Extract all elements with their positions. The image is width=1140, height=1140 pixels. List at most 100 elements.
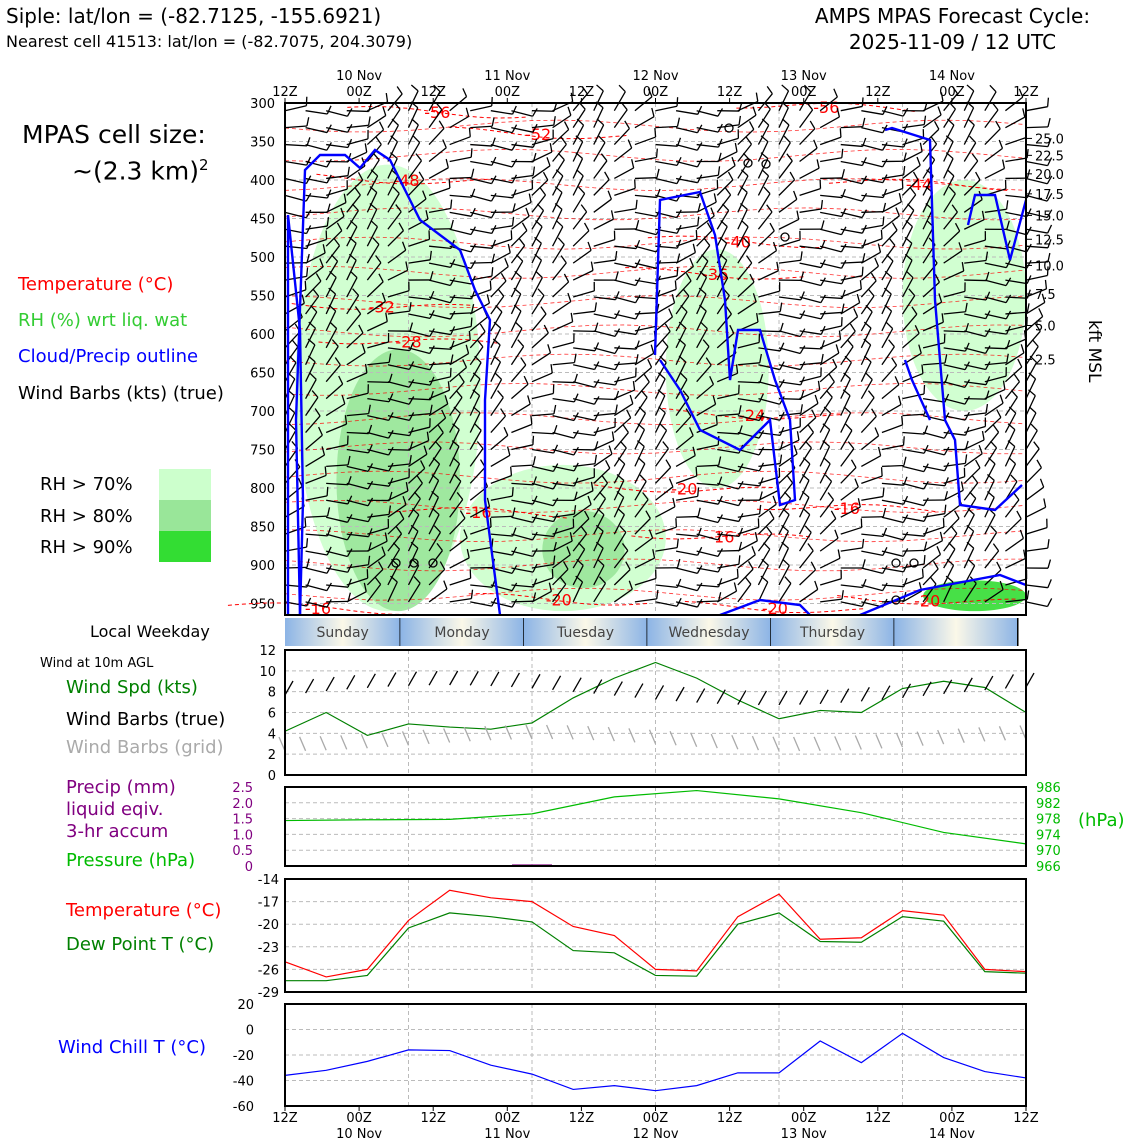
wind-barb-shaft (594, 314, 616, 319)
wind-barb-shaft (944, 416, 966, 421)
wind-barb-shaft (614, 92, 625, 111)
wind-barb-flag (883, 566, 887, 574)
wind-barb-flag (821, 295, 826, 303)
wind-barb (594, 210, 614, 229)
wind-barb-flag (993, 425, 998, 432)
wind-barb-flag (495, 373, 501, 379)
wind-barb-shaft (656, 178, 677, 183)
wind-barb-flag (801, 272, 804, 281)
wind-barb-flag (1014, 374, 1019, 381)
precip-tick-label: 2.5 (232, 781, 253, 796)
wind-barb-shaft (820, 178, 842, 179)
wind-barb-shaft (656, 413, 666, 433)
wind-barb-flag (883, 508, 885, 517)
wind-barb-flag (551, 364, 552, 373)
wind-barb-flag (347, 108, 352, 116)
wind-barb (882, 396, 901, 416)
wind-barb-flag (657, 169, 659, 178)
wind-barb-flag (1040, 479, 1043, 487)
wind-barb (470, 254, 494, 263)
wind-barb-flag (660, 424, 666, 430)
wind-barb-flag (595, 455, 596, 464)
wind-barb-flag (1011, 475, 1017, 482)
wind-barb (717, 172, 733, 195)
wind-barb (553, 333, 574, 348)
wind-barb-flag (944, 430, 949, 438)
wind-barb-flag (677, 267, 678, 276)
wind-barb-shaft (738, 192, 747, 212)
wind-barb-flag (494, 356, 501, 362)
wind-barb-flag (839, 331, 840, 340)
wind-barb-shaft (347, 111, 369, 112)
wind-barb-flag (737, 569, 738, 578)
wind-barb-flag (529, 194, 531, 203)
wind-barb (779, 211, 799, 230)
wind-barb-shaft (841, 162, 863, 166)
wind-barb-shaft (491, 145, 512, 151)
surface-barb-true (573, 678, 581, 692)
wind-barb-flag (574, 354, 576, 363)
wind-barb-shaft (491, 345, 500, 365)
wind-barb (841, 579, 866, 587)
wind-barb-flag (883, 143, 888, 151)
wind-barb-flag (1027, 590, 1028, 599)
wind-barb-shaft (779, 240, 800, 246)
wind-barb-flag (863, 559, 865, 568)
wind-barb-shaft (800, 570, 816, 585)
wind-barb-flag (741, 170, 748, 176)
bottom-time-label: 12Z (569, 1111, 595, 1126)
surface-barb-true (470, 671, 478, 685)
wind-barb-shaft (532, 353, 550, 365)
surface-barb-grid (382, 733, 388, 747)
wind-barb-flag (508, 447, 510, 456)
wind-barb-flag (976, 172, 980, 180)
wind-barb-shaft (820, 246, 841, 252)
wind-barb-flag (526, 208, 529, 216)
wind-barb (985, 85, 996, 110)
wind-barb-shaft (964, 91, 973, 111)
wind-barb-shaft (306, 111, 328, 114)
wind-barb-shaft (491, 328, 501, 348)
wind-barb-flag (968, 508, 975, 514)
wind-barb-flag (790, 172, 794, 180)
wind-barb-flag (307, 559, 309, 568)
wind-barb-flag (380, 122, 384, 130)
surface-barb-true (614, 682, 622, 696)
wind-barb-shaft (758, 194, 770, 213)
wind-barb-flag (449, 179, 450, 188)
wind-barb-flag (976, 460, 980, 468)
pressure-tick-label: 600 (250, 328, 275, 343)
wind-barb-flag (842, 304, 844, 313)
wind-barb-shaft (573, 399, 594, 405)
wind-barb-flag (558, 153, 564, 160)
wind-barb (923, 430, 949, 438)
wind-barb-shaft (738, 555, 756, 568)
wind-barb-shaft (882, 277, 892, 297)
wind-barb (306, 583, 332, 591)
wind-barb-flag (348, 124, 352, 132)
wind-barb-flag (931, 137, 936, 144)
wind-barb (553, 221, 563, 247)
wind-barb-flag (327, 583, 332, 591)
wind-barb-shaft (635, 313, 657, 314)
wind-barb (1005, 530, 1023, 551)
wind-barb (491, 289, 504, 314)
bottom-date-label: 13 Nov (781, 1127, 827, 1140)
wind-barb-flag (822, 220, 824, 229)
wind-barb-flag (993, 544, 998, 551)
wind-barb (491, 447, 510, 467)
wind-barb-flag (718, 108, 722, 116)
wind-barb-flag (574, 430, 579, 438)
wind-barb-flag (492, 240, 495, 248)
wind-barb-flag (512, 142, 517, 150)
wind-barb-flag (1048, 579, 1051, 587)
wind-barb-shaft (800, 189, 821, 196)
wind-barb-flag (889, 238, 895, 245)
wind-barb-flag (535, 221, 542, 227)
wind-barb (758, 511, 774, 534)
wind-barb (820, 128, 841, 144)
wind-barb (573, 343, 598, 351)
wind-barb-shaft (779, 91, 789, 111)
wind-barb-shaft (697, 601, 719, 602)
wind-barb-flag (652, 108, 654, 117)
